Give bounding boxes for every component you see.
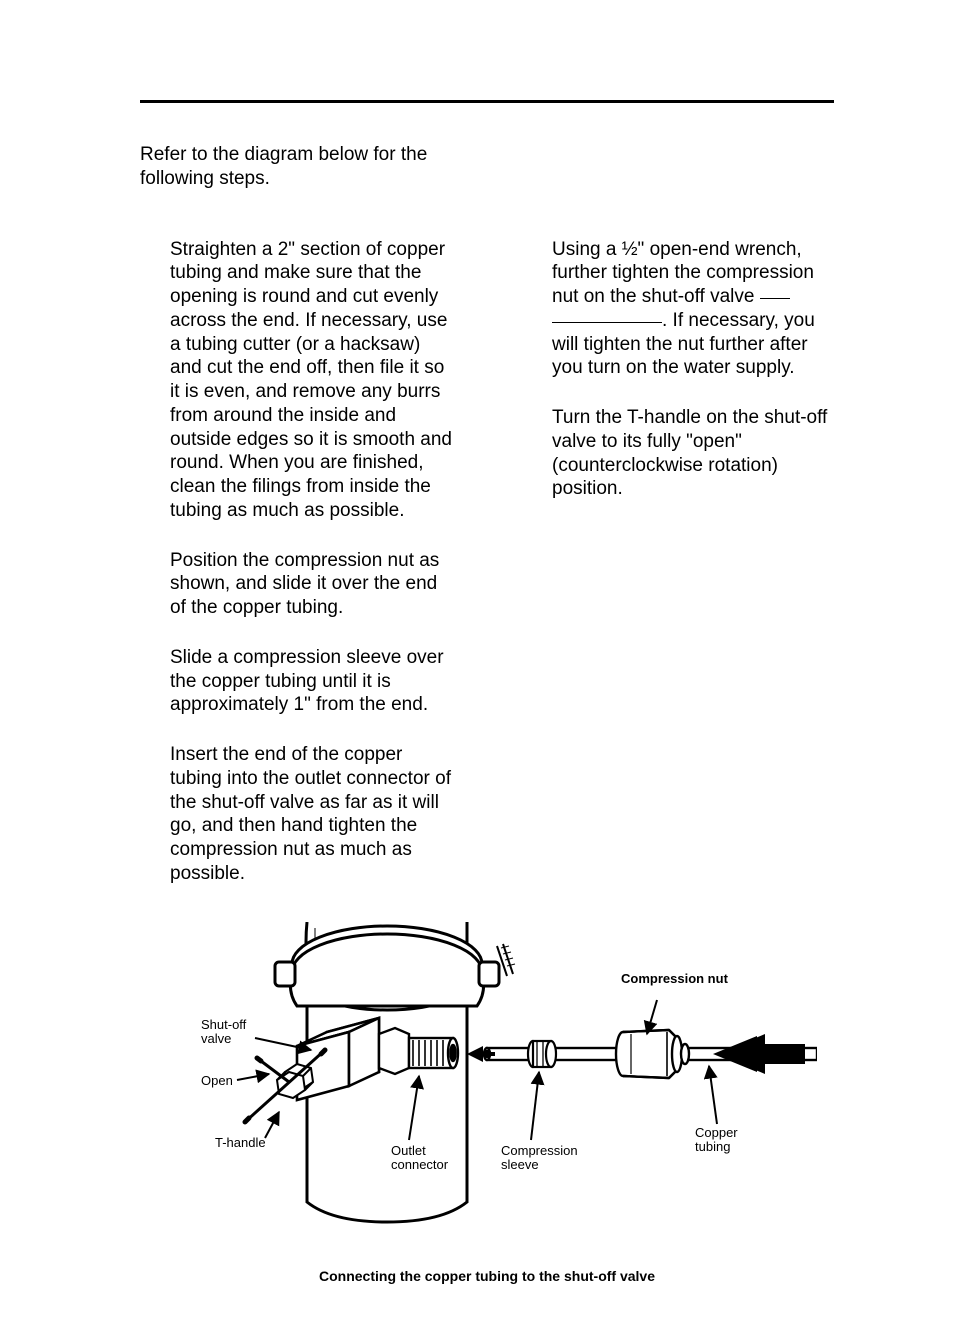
leader-thandle [265,1112,279,1138]
page: Refer to the diagram below for the follo… [0,0,954,1324]
diagram-svg [157,922,817,1232]
leader-compression-nut [647,1000,657,1034]
step-4: Insert the end of the copper tubing into… [140,743,452,886]
label-copper-2: tubing [695,1140,730,1155]
leader-outlet [409,1076,419,1140]
left-column: Straighten a 2" section of copper tubing… [140,219,452,912]
step-6: Turn the T-handle on the shut-off valve … [522,406,834,501]
blank-2 [552,322,662,323]
saddle-clamp [275,926,515,1010]
compression-sleeve [528,1041,556,1067]
valve-body [297,1018,379,1100]
step-5-pre: Using a ½" open-end wrench, further tigh… [552,239,814,308]
label-shutoff-2: valve [201,1032,231,1047]
outlet-connector [379,1028,458,1074]
top-rule [140,100,834,103]
figure-caption: Connecting the copper tubing to the shut… [140,1268,834,1284]
step-5-post: . If necessary, you will tighten the nut… [552,310,815,379]
compression-nut [616,1030,689,1078]
step-5: Using a ½" open-end wrench, further tigh… [522,238,834,381]
leader-sleeve [531,1072,539,1140]
step-3: Slide a compression sleeve over the copp… [140,646,452,717]
diagram-figure: Compression nut Shut-off valve Open T-ha… [157,922,817,1232]
step-2: Position the compression nut as shown, a… [140,549,452,620]
label-compression-2: sleeve [501,1158,539,1173]
intro-text: Refer to the diagram below for the follo… [140,143,460,191]
blank-1 [760,298,790,299]
label-open: Open [201,1074,233,1089]
leader-copper [709,1066,717,1124]
two-column-body: Straighten a 2" section of copper tubing… [140,219,834,912]
right-column: Using a ½" open-end wrench, further tigh… [522,219,834,912]
step-1: Straighten a 2" section of copper tubing… [140,238,452,523]
leader-open [237,1074,269,1080]
label-thandle: T-handle [215,1136,266,1151]
label-compression-nut: Compression nut [621,972,728,987]
label-outlet-2: connector [391,1158,448,1173]
